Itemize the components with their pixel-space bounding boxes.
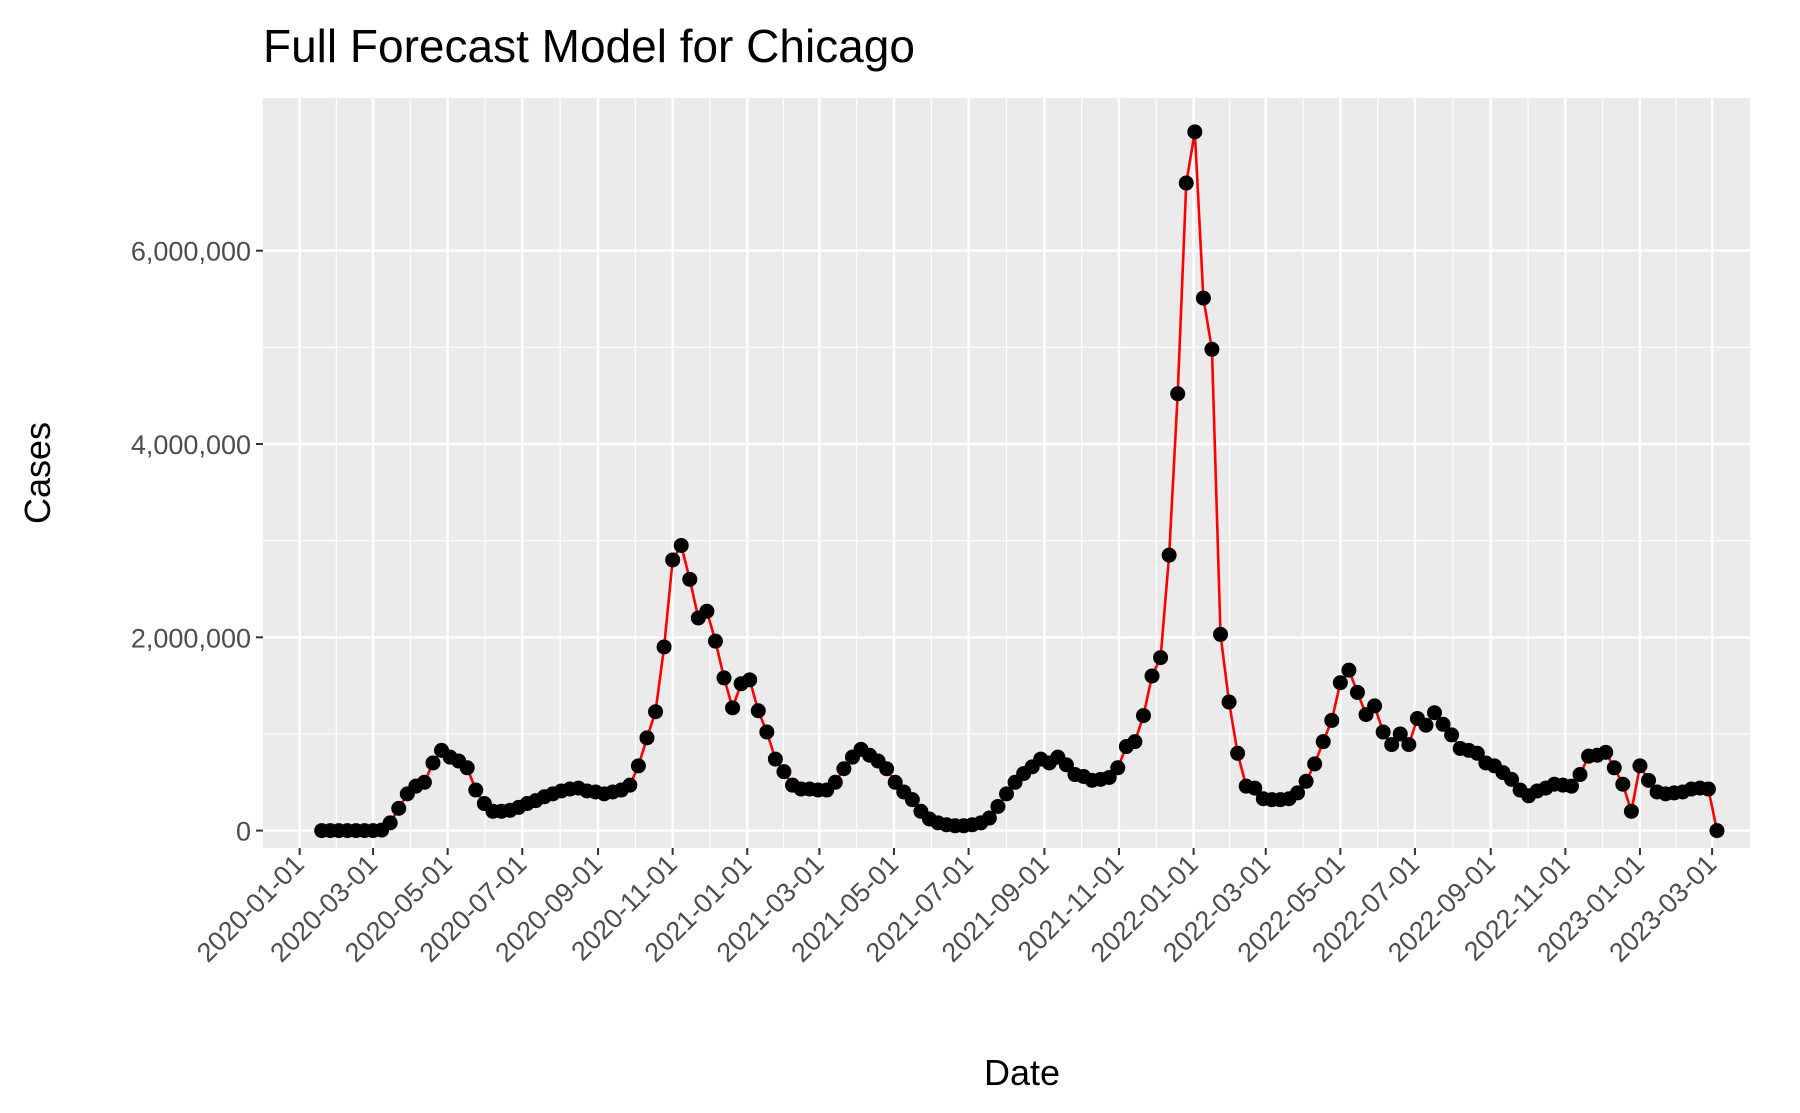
data-point (887, 774, 903, 790)
data-point (665, 552, 681, 568)
data-point (1127, 734, 1143, 750)
data-point (459, 760, 475, 776)
y-tick-label: 4,000,000 (131, 430, 251, 460)
data-point (639, 730, 655, 746)
data-point (1392, 726, 1408, 742)
data-point (1187, 124, 1203, 140)
data-point (1221, 694, 1237, 710)
data-point (750, 703, 766, 719)
data-point (1401, 737, 1417, 753)
data-point (1563, 778, 1579, 794)
data-point (1349, 684, 1365, 700)
data-point (1435, 716, 1451, 732)
data-point (1418, 717, 1434, 733)
data-point (416, 774, 432, 790)
y-tick-label: 6,000,000 (131, 237, 251, 267)
data-point (1290, 785, 1306, 801)
data-point (1170, 386, 1186, 402)
data-point (391, 800, 407, 816)
data-point (622, 777, 638, 793)
data-point (1469, 745, 1485, 761)
data-point (707, 633, 723, 649)
data-point (1572, 767, 1588, 783)
data-point (981, 810, 997, 826)
data-point (468, 782, 484, 798)
data-point (1247, 780, 1263, 796)
data-point (1641, 772, 1657, 788)
data-point (725, 700, 741, 716)
data-point (827, 774, 843, 790)
data-point (1110, 760, 1126, 776)
data-point (1135, 708, 1151, 724)
data-point (1101, 769, 1117, 785)
data-point (1444, 727, 1460, 743)
data-point (1204, 341, 1220, 357)
y-axis-label: Cases (17, 422, 58, 524)
data-point (1144, 668, 1160, 684)
data-point (1195, 290, 1211, 306)
data-point (1598, 744, 1614, 760)
data-point (648, 704, 664, 720)
data-point (1700, 781, 1716, 797)
data-point (1384, 737, 1400, 753)
y-tick-label: 2,000,000 (131, 623, 251, 653)
data-point (630, 758, 646, 774)
data-point (767, 751, 783, 767)
data-point (1375, 724, 1391, 740)
data-point (382, 815, 398, 831)
data-point (904, 792, 920, 808)
data-point (1178, 175, 1194, 191)
data-point (990, 798, 1006, 814)
data-point (716, 670, 732, 686)
chart-title: Full Forecast Model for Chicago (263, 20, 915, 72)
x-axis-label: Date (984, 1052, 1060, 1093)
data-point (1504, 771, 1520, 787)
data-point (699, 603, 715, 619)
data-point (1153, 650, 1169, 666)
data-point (1307, 756, 1323, 772)
data-point (1324, 712, 1340, 728)
data-point (1632, 758, 1648, 774)
data-point (656, 639, 672, 655)
data-point (1615, 776, 1631, 792)
data-point (425, 755, 441, 771)
data-point (1709, 823, 1725, 839)
data-point (742, 672, 758, 688)
data-point (1606, 760, 1622, 776)
data-point (1332, 675, 1348, 691)
data-point (1427, 705, 1443, 721)
data-point (682, 571, 698, 587)
data-point (1298, 773, 1314, 789)
y-tick-label: 0 (236, 817, 251, 847)
data-point (836, 761, 852, 777)
data-point (1341, 662, 1357, 678)
data-point (1161, 547, 1177, 563)
data-point (1230, 745, 1246, 761)
data-point (1058, 757, 1074, 773)
data-point (999, 786, 1014, 802)
data-point (879, 761, 895, 777)
data-point (1213, 626, 1229, 642)
data-point (776, 764, 792, 780)
data-point (759, 724, 775, 740)
data-point (1623, 803, 1639, 819)
data-point (1367, 698, 1383, 714)
data-point (1315, 734, 1331, 750)
data-point (673, 537, 689, 553)
